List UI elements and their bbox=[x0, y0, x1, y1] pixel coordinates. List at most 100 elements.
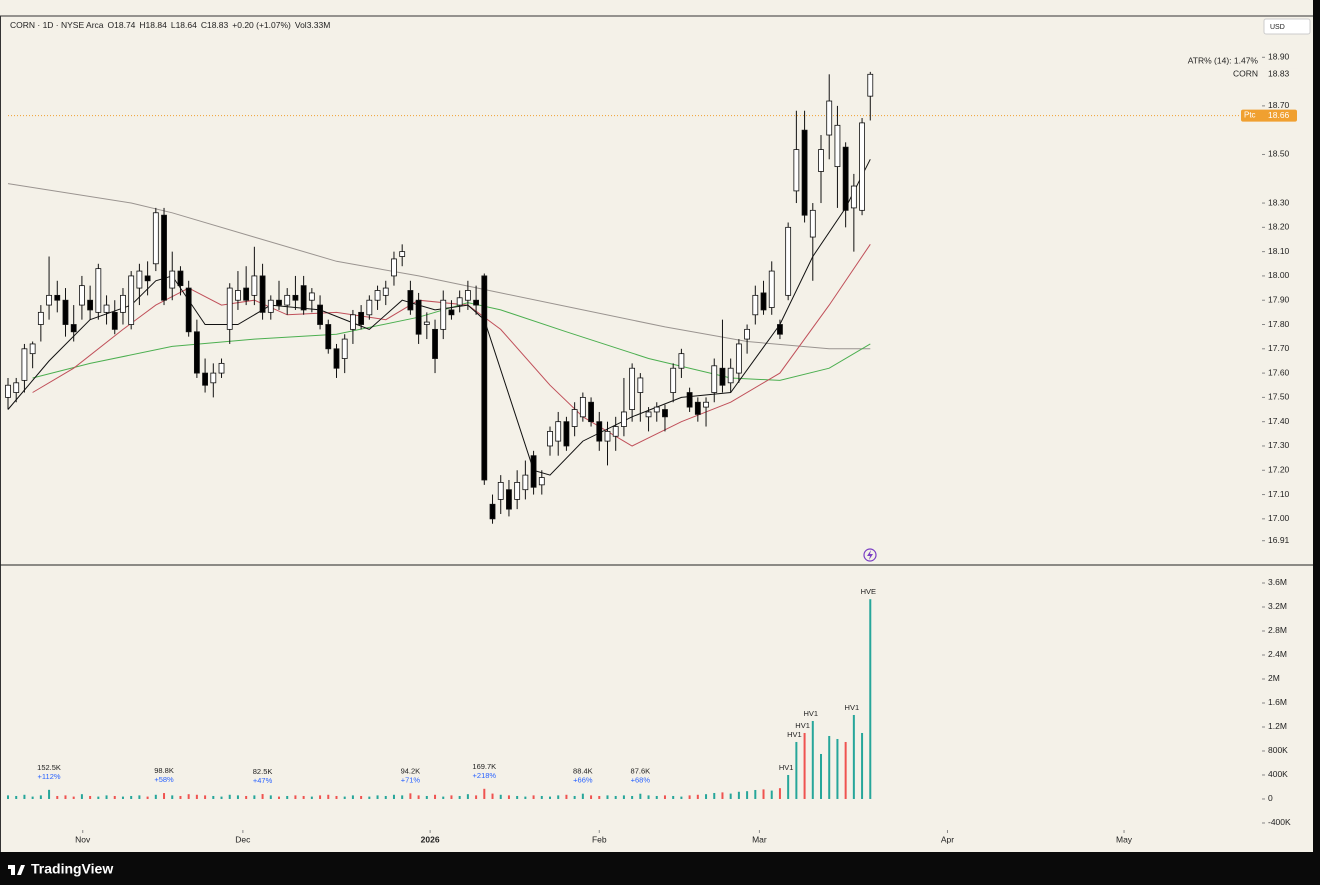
candle-body bbox=[13, 382, 20, 393]
candle-body bbox=[514, 482, 521, 500]
volume-bar bbox=[581, 793, 584, 799]
volume-bar bbox=[811, 720, 814, 799]
volume-tag: HV1 bbox=[795, 721, 810, 730]
volume-change: +112% bbox=[38, 772, 61, 781]
volume-bar bbox=[721, 792, 724, 799]
candle-body bbox=[341, 338, 348, 359]
candle-body bbox=[152, 212, 159, 265]
candle-body bbox=[530, 455, 537, 488]
volume-bar bbox=[286, 795, 289, 799]
candle-body bbox=[350, 314, 356, 330]
candle-body bbox=[382, 287, 389, 296]
volume-bar bbox=[269, 795, 272, 799]
volume-bar bbox=[852, 714, 855, 799]
candle-body bbox=[79, 285, 85, 306]
volume-label: 94.2K bbox=[401, 766, 421, 775]
high: H18.84 bbox=[139, 20, 167, 30]
volume-tick-label: -400K bbox=[1268, 817, 1291, 827]
y-tick-label: 16.91 bbox=[1268, 535, 1290, 545]
candle-body bbox=[54, 294, 61, 301]
volume-bar bbox=[179, 795, 182, 799]
candle-body bbox=[752, 294, 759, 316]
volume-bar bbox=[278, 796, 281, 799]
x-tick-label: Mar bbox=[752, 834, 767, 844]
currency-box[interactable] bbox=[1263, 18, 1311, 35]
candle-body bbox=[62, 299, 69, 325]
candle-body bbox=[670, 367, 677, 393]
volume-bar bbox=[97, 796, 100, 799]
candle-body bbox=[801, 129, 808, 216]
y-tick-label: 17.80 bbox=[1268, 319, 1290, 329]
candle-body bbox=[161, 214, 167, 301]
candle-body bbox=[407, 290, 414, 311]
volume-change: +47% bbox=[253, 776, 273, 785]
volume-bar bbox=[343, 796, 346, 799]
candle-body bbox=[637, 377, 644, 393]
volume-bar bbox=[253, 795, 256, 799]
volume-bar bbox=[557, 795, 560, 799]
candle-body bbox=[719, 367, 726, 386]
candle-body bbox=[292, 294, 299, 301]
y-tick-label: 17.70 bbox=[1268, 343, 1290, 353]
volume-bar bbox=[696, 794, 699, 799]
candle-body bbox=[834, 124, 841, 168]
y-tick-label: 18.30 bbox=[1268, 197, 1290, 207]
volume-bar bbox=[130, 795, 133, 799]
candle-body bbox=[588, 401, 594, 423]
candle-body bbox=[120, 294, 126, 313]
candle-body bbox=[694, 401, 701, 415]
volume-bar bbox=[319, 795, 322, 799]
volume-bar bbox=[861, 732, 864, 799]
candle-body bbox=[448, 309, 455, 316]
volume: Vol3.33M bbox=[294, 20, 331, 30]
candle-body bbox=[456, 297, 463, 306]
candle-body bbox=[629, 367, 636, 410]
x-tick-label: 2026 bbox=[421, 834, 440, 844]
candle-body bbox=[333, 348, 340, 369]
volume-bar bbox=[606, 795, 609, 799]
volume-tick-label: 400K bbox=[1268, 769, 1288, 779]
volume-bar bbox=[836, 738, 839, 799]
y-tick-label: 18.70 bbox=[1268, 100, 1290, 110]
volume-bar bbox=[466, 794, 469, 799]
volume-bar bbox=[754, 789, 757, 799]
candle-body bbox=[37, 311, 44, 325]
candle-body bbox=[432, 328, 438, 359]
candle-body bbox=[267, 299, 274, 313]
volume-bar bbox=[663, 795, 666, 799]
volume-bar bbox=[31, 796, 34, 799]
atr-label: ATR% (14): 1.47% bbox=[1188, 55, 1259, 65]
volume-bar bbox=[614, 795, 617, 799]
volume-bar bbox=[261, 794, 264, 799]
candle-body bbox=[136, 270, 143, 289]
last-price-box bbox=[1264, 68, 1298, 81]
candle-body bbox=[604, 430, 611, 442]
moving-average bbox=[7, 183, 871, 350]
legend-header: CORN · 1D · NYSE Arca O18.74 H18.84 L18.64 C… bbox=[10, 20, 334, 30]
volume-label: 152.5K bbox=[37, 763, 61, 772]
volume-tick-label: 0 bbox=[1268, 793, 1273, 803]
pre-price-box bbox=[1241, 109, 1297, 122]
volume-bar bbox=[417, 795, 420, 799]
candle-body bbox=[46, 294, 52, 306]
x-tick-label: Feb bbox=[592, 834, 607, 844]
volume-change: +71% bbox=[401, 775, 421, 784]
x-tick-label: Dec bbox=[235, 834, 251, 844]
volume-bar bbox=[113, 795, 116, 799]
volume-bar bbox=[409, 793, 412, 799]
candle-body bbox=[29, 343, 36, 355]
volume-label: 98.8K bbox=[154, 766, 174, 775]
volume-bar bbox=[195, 794, 198, 799]
volume-bar bbox=[844, 741, 847, 799]
event-icon[interactable] bbox=[863, 548, 877, 562]
volume-bar bbox=[803, 732, 806, 799]
candle-body bbox=[128, 275, 135, 325]
volume-change: +58% bbox=[154, 775, 174, 784]
candle-body bbox=[259, 275, 266, 313]
candle-body bbox=[793, 149, 800, 192]
candle-body bbox=[308, 292, 315, 301]
right-frame bbox=[1313, 0, 1320, 885]
candle-body bbox=[473, 299, 479, 306]
